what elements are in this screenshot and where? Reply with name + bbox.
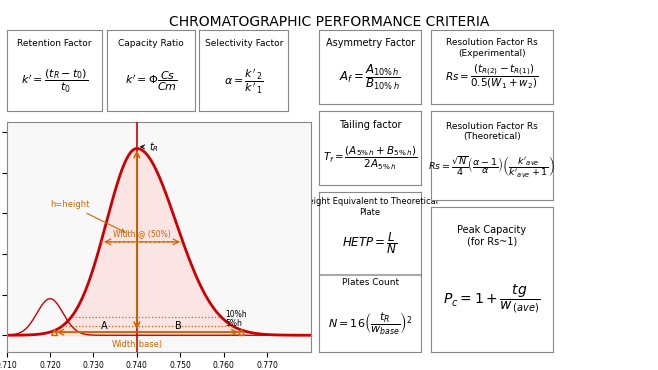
Text: $Rs = \dfrac{\sqrt{N}}{4}\left(\dfrac{\alpha-1}{\alpha}\right)\left(\dfrac{k'_{a: $Rs = \dfrac{\sqrt{N}}{4}\left(\dfrac{\a… xyxy=(428,155,555,180)
Text: 5%h: 5%h xyxy=(225,319,242,329)
Text: Asymmetry Factor: Asymmetry Factor xyxy=(326,38,415,48)
Text: $\alpha = \dfrac{k'_{\,2}}{k'_{\,1}}$: $\alpha = \dfrac{k'_{\,2}}{k'_{\,1}}$ xyxy=(224,67,263,96)
Text: $Rs = \dfrac{\left(t_{R(2)} - t_{R(1)}\right)}{0.5\left(W_1 + w_2\right)}$: $Rs = \dfrac{\left(t_{R(2)} - t_{R(1)}\r… xyxy=(445,63,538,91)
Text: Width @ (50%): Width @ (50%) xyxy=(113,229,171,238)
Text: Tailing factor: Tailing factor xyxy=(339,120,401,130)
Text: CHROMATOGRAPHIC PERFORMANCE CRITERIA: CHROMATOGRAPHIC PERFORMANCE CRITERIA xyxy=(169,15,489,29)
Text: Capacity Ratio: Capacity Ratio xyxy=(118,39,184,48)
Text: B: B xyxy=(176,321,182,331)
Text: Retention Factor: Retention Factor xyxy=(17,39,91,48)
Text: $HETP = \dfrac{L}{N}$: $HETP = \dfrac{L}{N}$ xyxy=(342,231,398,256)
Text: Resolution Factor Rs
(Experimental): Resolution Factor Rs (Experimental) xyxy=(446,38,538,58)
Text: Resolution Factor Rs
(Theoretical): Resolution Factor Rs (Theoretical) xyxy=(446,122,538,141)
Text: Peak Capacity
(for Rs~1): Peak Capacity (for Rs~1) xyxy=(457,225,526,246)
Text: $T_f = \dfrac{\left(A_{5\%\,h} + B_{5\%\,h}\right)}{2A_{5\%\,h}}$: $T_f = \dfrac{\left(A_{5\%\,h} + B_{5\%\… xyxy=(323,145,417,172)
Text: Selectivity Factor: Selectivity Factor xyxy=(205,39,283,48)
Text: $A_f = \dfrac{A_{10\%\,h}}{B_{10\%\,h}}$: $A_f = \dfrac{A_{10\%\,h}}{B_{10\%\,h}}$ xyxy=(340,62,401,92)
Text: A: A xyxy=(101,321,107,331)
Text: $k' = \Phi\dfrac{Cs}{Cm}$: $k' = \Phi\dfrac{Cs}{Cm}$ xyxy=(124,70,178,94)
Text: $N = 16\left(\dfrac{t_R}{w_{base}}\right)^2$: $N = 16\left(\dfrac{t_R}{w_{base}}\right… xyxy=(328,310,413,336)
Text: h=height: h=height xyxy=(50,201,124,232)
Text: Plates Count: Plates Count xyxy=(342,278,399,287)
Text: $P_c = 1 + \dfrac{tg}{w_{\,(ave)}}$: $P_c = 1 + \dfrac{tg}{w_{\,(ave)}}$ xyxy=(443,283,541,316)
Text: Height Equivalent to Theoretical
Plate: Height Equivalent to Theoretical Plate xyxy=(302,197,438,216)
Text: $t_R$: $t_R$ xyxy=(141,141,159,154)
Text: Width(base): Width(base) xyxy=(111,340,163,349)
Text: 10%h: 10%h xyxy=(225,310,247,319)
Text: $k' = \dfrac{\left(t_R - t_0\right)}{t_0}$: $k' = \dfrac{\left(t_R - t_0\right)}{t_0… xyxy=(20,68,88,95)
